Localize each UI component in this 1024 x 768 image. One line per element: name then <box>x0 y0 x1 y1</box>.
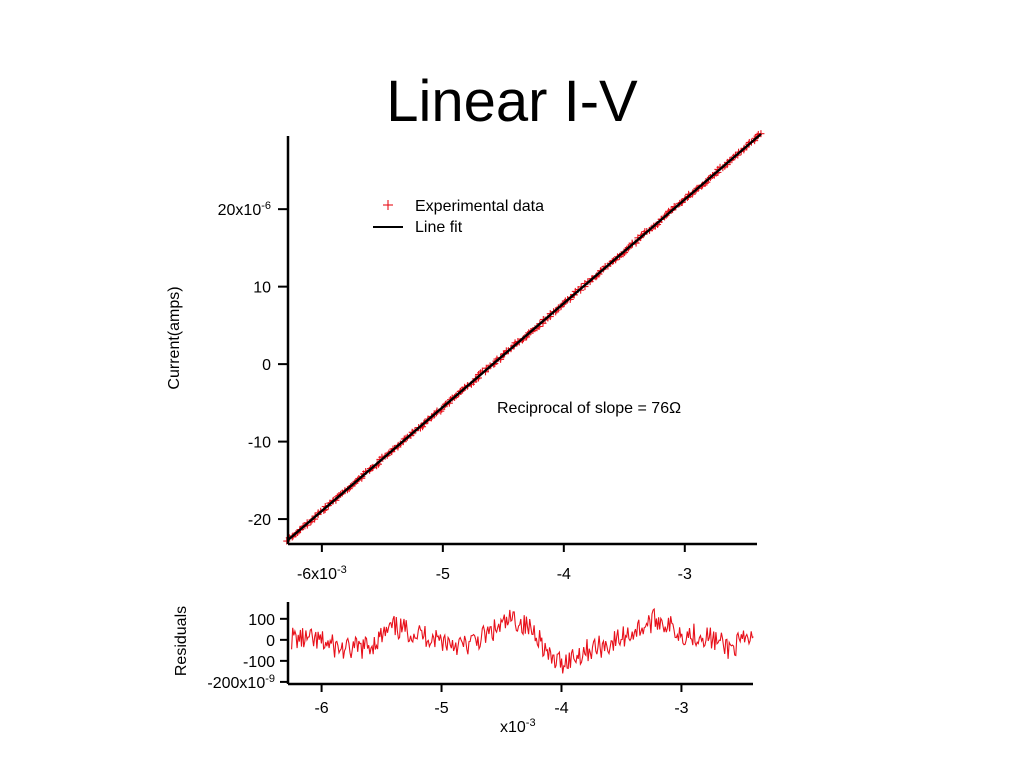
iv-plot: 20x10-6 10 0 -10 -20 -6x10-3 -5 -4 -3 Current(a… <box>166 130 765 583</box>
y-tick-label: -10 <box>248 435 271 452</box>
legend-item-line-fit: Line fit <box>373 219 463 236</box>
residuals-y-tick-label: 100 <box>248 612 275 629</box>
y-axis-label: Current(amps) <box>166 286 183 389</box>
legend-marker-plus <box>383 200 393 210</box>
legend-label-line-fit: Line fit <box>415 219 463 236</box>
slide-title: Linear I-V <box>386 69 638 134</box>
data-point <box>757 130 765 138</box>
x-tick-label: -4 <box>557 566 571 583</box>
x-tick-label: -3 <box>678 566 692 583</box>
residuals-x-axis-ticks: -6 -5 -4 -3 <box>314 684 689 717</box>
legend-item-experimental-data: Experimental data <box>383 198 544 215</box>
residuals-line <box>291 607 754 674</box>
legend-label-experimental-data: Experimental data <box>415 198 544 215</box>
y-tick-label: 20x10-6 <box>218 200 271 219</box>
y-tick-label: -20 <box>248 512 271 529</box>
x-axis-ticks: -6x10-3 -5 -4 -3 <box>297 544 692 583</box>
residuals-data-layer <box>291 607 754 674</box>
residuals-y-tick-label: 0 <box>266 633 275 650</box>
residuals-x-tick-label: -4 <box>554 700 568 717</box>
residuals-x-tick-label: -3 <box>674 700 688 717</box>
residuals-x-axis-label: x10-3 <box>500 717 536 736</box>
x-tick-label: -6x10-3 <box>297 564 347 583</box>
y-tick-label: 10 <box>253 280 271 297</box>
residuals-y-axis-ticks: 100 0 -100 -200x10-9 <box>207 612 288 692</box>
residuals-y-tick-label: -200x10-9 <box>207 673 275 692</box>
line-fit <box>287 133 762 541</box>
slope-annotation: Reciprocal of slope = 76Ω <box>497 400 681 417</box>
y-axis-ticks: 20x10-6 10 0 -10 -20 <box>218 200 288 529</box>
residuals-y-axis-label: Residuals <box>173 606 190 676</box>
y-tick-label: 0 <box>262 357 271 374</box>
residuals-x-tick-label: -5 <box>434 700 448 717</box>
residuals-plot: 100 0 -100 -200x10-9 -6 -5 -4 -3 Residuals x10… <box>173 602 754 736</box>
iv-data-layer <box>283 130 765 545</box>
residuals-y-tick-label: -100 <box>243 654 275 671</box>
residuals-x-tick-label: -6 <box>314 700 328 717</box>
legend: Experimental data Line fit <box>373 198 544 236</box>
x-tick-label: -5 <box>436 566 450 583</box>
